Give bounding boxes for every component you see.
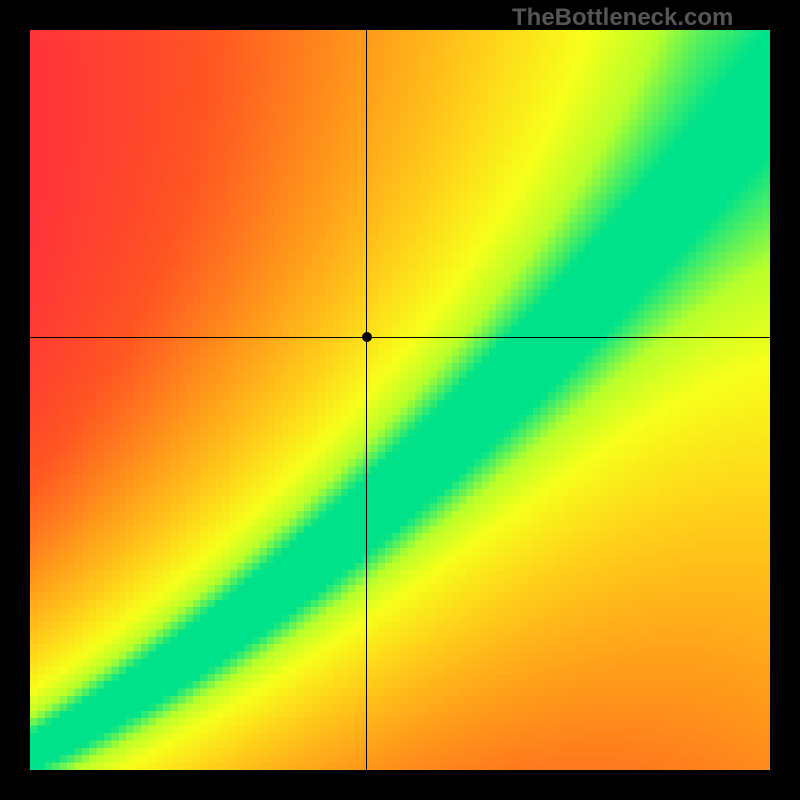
crosshair-vertical (366, 30, 367, 770)
watermark-text: TheBottleneck.com (512, 4, 733, 32)
bottleneck-heatmap (30, 30, 770, 770)
crosshair-horizontal (30, 337, 770, 338)
selection-marker (362, 332, 372, 342)
chart-container: TheBottleneck.com (0, 0, 800, 800)
